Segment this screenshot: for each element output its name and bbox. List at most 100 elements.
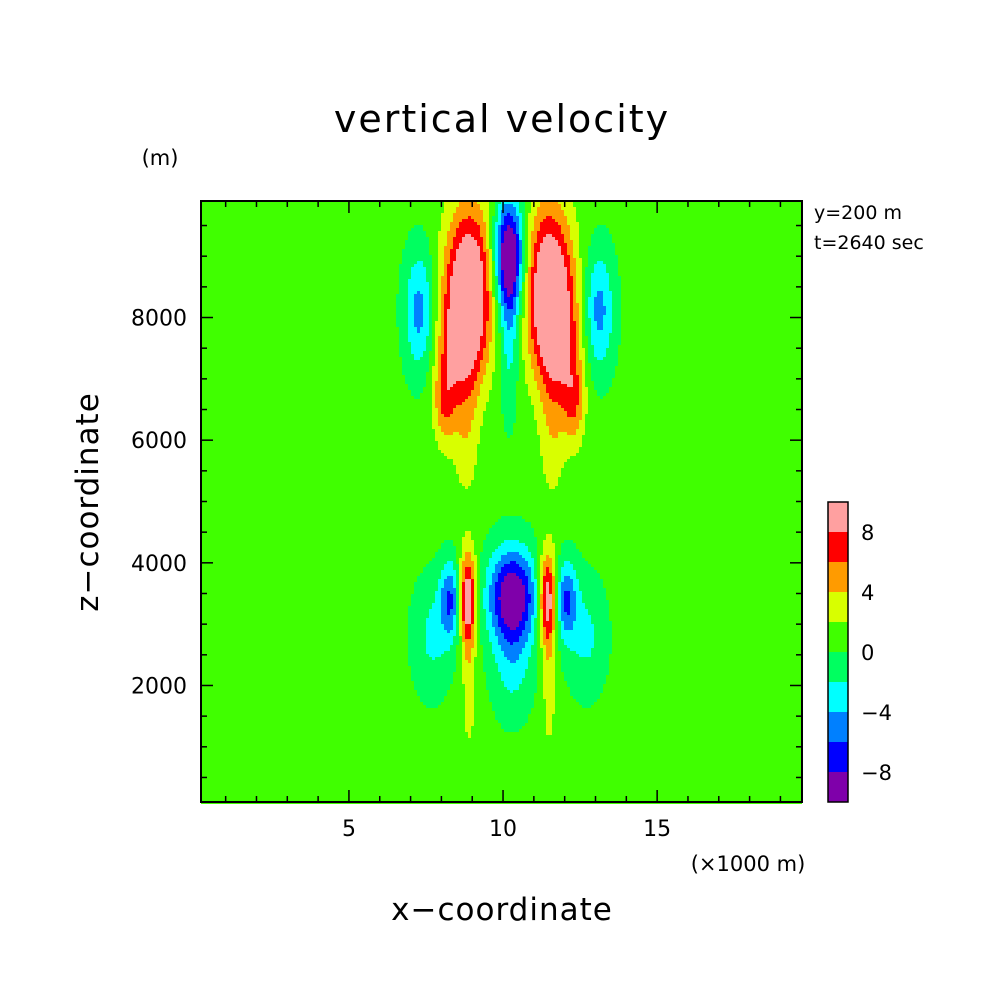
contour-cell — [486, 285, 489, 288]
contour-cell — [447, 345, 480, 348]
contour-cell — [438, 288, 441, 291]
contour-cell — [456, 579, 459, 582]
contour-cell — [201, 486, 465, 489]
contour-cell — [561, 567, 573, 570]
contour-cell — [489, 267, 492, 270]
contour-cell — [585, 327, 591, 330]
contour-cell — [621, 339, 802, 342]
contour-cell — [438, 372, 441, 375]
contour-cell — [564, 603, 570, 606]
contour-cell — [558, 435, 582, 438]
contour-cell — [501, 672, 525, 675]
contour-cell — [501, 243, 516, 246]
contour-cell — [555, 684, 567, 687]
contour-cell — [402, 252, 429, 255]
contour-cell — [507, 366, 510, 369]
colorbar-tick-label: −4 — [861, 701, 892, 725]
contour-cell — [540, 618, 543, 621]
contour-cell — [396, 294, 408, 297]
contour-cell — [408, 660, 456, 663]
contour-cell — [486, 345, 489, 348]
contour-cell — [465, 717, 474, 720]
contour-cell — [576, 270, 582, 273]
contour-cell — [486, 675, 501, 678]
contour-cell — [513, 228, 516, 231]
contour-cell — [564, 564, 573, 567]
contour-cell — [480, 435, 507, 438]
contour-cell — [432, 417, 438, 420]
contour-cell — [201, 639, 408, 642]
contour-cell — [540, 612, 543, 615]
colorbar-band — [828, 562, 848, 592]
contour-cell — [552, 723, 802, 726]
contour-cell — [429, 285, 432, 288]
contour-cell — [483, 213, 489, 216]
contour-cell — [519, 300, 522, 303]
contour-cell — [585, 363, 591, 366]
contour-cell — [501, 201, 519, 204]
contour-cell — [474, 603, 477, 606]
contour-cell — [582, 285, 585, 288]
contour-cell — [549, 393, 579, 396]
contour-cell — [519, 288, 522, 291]
contour-cell — [501, 258, 516, 261]
contour-cell — [561, 252, 567, 255]
contour-cell — [576, 300, 582, 303]
contour-cell — [492, 552, 507, 555]
contour-cell — [399, 270, 411, 273]
contour-cell — [528, 579, 531, 582]
contour-cell — [495, 300, 498, 303]
contour-cell — [516, 417, 534, 420]
contour-cell — [465, 657, 471, 660]
contour-cell — [462, 627, 465, 630]
contour-cell — [423, 261, 432, 264]
contour-cell — [501, 594, 525, 597]
contour-cell — [561, 471, 802, 474]
contour-cell — [201, 543, 441, 546]
contour-cell — [558, 603, 561, 606]
contour-cell — [606, 270, 618, 273]
contour-cell — [474, 387, 480, 390]
contour-cell — [399, 333, 408, 336]
contour-cell — [483, 318, 489, 321]
contour-cell — [429, 318, 432, 321]
contour-cell — [489, 315, 492, 318]
contour-cell — [414, 684, 450, 687]
contour-cell — [591, 324, 597, 327]
contour-cell — [465, 720, 474, 723]
contour-cell — [465, 714, 474, 717]
contour-cell — [486, 681, 504, 684]
contour-cell — [558, 576, 561, 579]
contour-cell — [201, 294, 396, 297]
contour-cell — [525, 288, 528, 291]
contour-cell — [519, 207, 525, 210]
contour-cell — [432, 294, 438, 297]
contour-cell — [576, 267, 582, 270]
contour-cell — [522, 246, 525, 249]
contour-cell — [612, 321, 621, 324]
contour-cell — [447, 327, 483, 330]
contour-cell — [561, 666, 609, 669]
contour-cell — [462, 543, 474, 546]
contour-cell — [201, 600, 411, 603]
contour-cell — [474, 477, 546, 480]
contour-cell — [456, 615, 459, 618]
contour-cell — [588, 345, 594, 348]
contour-cell — [522, 267, 525, 270]
contour-cell — [486, 228, 489, 231]
contour-cell — [585, 297, 588, 300]
contour-cell — [558, 606, 561, 609]
contour-cell — [528, 576, 531, 579]
contour-cell — [531, 252, 534, 255]
contour-cell — [441, 327, 444, 330]
contour-cell — [453, 621, 456, 624]
contour-cell — [444, 246, 453, 249]
contour-cell — [477, 612, 480, 615]
contour-cell — [525, 252, 528, 255]
contour-cell — [396, 312, 408, 315]
contour-cell — [459, 612, 462, 615]
contour-cell — [453, 561, 456, 564]
contour-cell — [477, 378, 483, 381]
contour-cell — [438, 273, 444, 276]
contour-cell — [564, 540, 573, 543]
